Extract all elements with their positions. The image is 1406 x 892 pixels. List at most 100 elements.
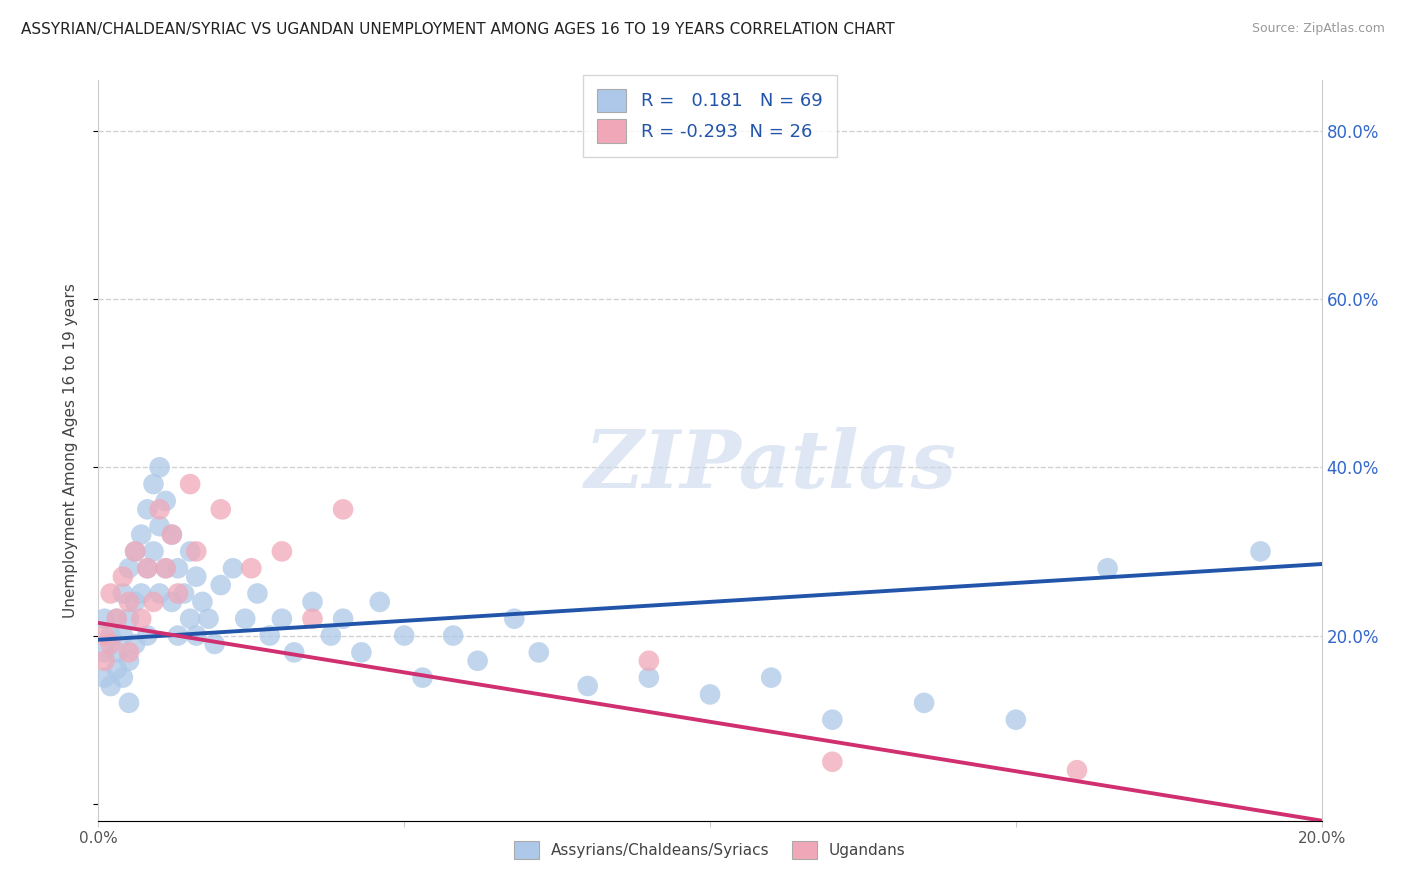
Point	[105, 645, 128, 659]
Point	[821, 713, 844, 727]
Text: Source: ZipAtlas.com: Source: ZipAtlas.com	[1251, 22, 1385, 36]
Point	[821, 755, 844, 769]
Point	[204, 637, 226, 651]
Point	[93, 645, 115, 659]
Point	[173, 586, 195, 600]
Point	[392, 628, 416, 642]
Point	[105, 662, 128, 676]
Point	[1249, 544, 1271, 558]
Point	[197, 612, 219, 626]
Point	[270, 612, 292, 626]
Point	[233, 612, 256, 626]
Point	[93, 654, 115, 668]
Point	[93, 671, 115, 685]
Point	[118, 654, 141, 668]
Point	[111, 569, 134, 583]
Point	[259, 628, 281, 642]
Point	[111, 628, 134, 642]
Point	[93, 628, 115, 642]
Text: ZIPatlas: ZIPatlas	[585, 426, 957, 504]
Legend: Assyrians/Chaldeans/Syriacs, Ugandans: Assyrians/Chaldeans/Syriacs, Ugandans	[508, 835, 912, 865]
Point	[699, 688, 721, 702]
Point	[100, 679, 122, 693]
Point	[124, 544, 146, 558]
Point	[105, 612, 128, 626]
Point	[136, 561, 159, 575]
Point	[142, 477, 165, 491]
Point	[759, 671, 782, 685]
Point	[186, 569, 208, 583]
Point	[118, 595, 141, 609]
Point	[186, 544, 208, 558]
Point	[283, 645, 305, 659]
Point	[129, 527, 152, 541]
Point	[179, 544, 201, 558]
Point	[576, 679, 599, 693]
Point	[167, 628, 190, 642]
Point	[527, 645, 550, 659]
Point	[637, 671, 661, 685]
Point	[350, 645, 373, 659]
Point	[368, 595, 391, 609]
Point	[142, 544, 165, 558]
Point	[149, 460, 172, 475]
Y-axis label: Unemployment Among Ages 16 to 19 years: Unemployment Among Ages 16 to 19 years	[63, 283, 77, 618]
Point	[105, 612, 128, 626]
Point	[136, 502, 159, 516]
Point	[93, 612, 115, 626]
Point	[160, 527, 183, 541]
Point	[240, 561, 263, 575]
Point	[270, 544, 292, 558]
Point	[142, 595, 165, 609]
Point	[124, 544, 146, 558]
Point	[467, 654, 489, 668]
Point	[1066, 763, 1088, 777]
Point	[209, 578, 232, 592]
Point	[246, 586, 269, 600]
Point	[441, 628, 464, 642]
Point	[332, 612, 354, 626]
Point	[186, 628, 208, 642]
Point	[1004, 713, 1026, 727]
Point	[118, 696, 141, 710]
Point	[111, 586, 134, 600]
Point	[301, 595, 323, 609]
Point	[118, 561, 141, 575]
Point	[319, 628, 342, 642]
Point	[160, 527, 183, 541]
Point	[136, 628, 159, 642]
Point	[129, 586, 152, 600]
Point	[111, 671, 134, 685]
Point	[155, 561, 177, 575]
Point	[503, 612, 526, 626]
Point	[167, 586, 190, 600]
Point	[412, 671, 434, 685]
Point	[124, 637, 146, 651]
Point	[118, 645, 141, 659]
Point	[912, 696, 935, 710]
Point	[155, 494, 177, 508]
Point	[149, 519, 172, 533]
Point	[118, 612, 141, 626]
Point	[1097, 561, 1119, 575]
Point	[209, 502, 232, 516]
Point	[179, 477, 201, 491]
Point	[149, 502, 172, 516]
Point	[160, 595, 183, 609]
Text: ASSYRIAN/CHALDEAN/SYRIAC VS UGANDAN UNEMPLOYMENT AMONG AGES 16 TO 19 YEARS CORRE: ASSYRIAN/CHALDEAN/SYRIAC VS UGANDAN UNEM…	[21, 22, 894, 37]
Point	[332, 502, 354, 516]
Point	[301, 612, 323, 626]
Point	[136, 561, 159, 575]
Point	[100, 628, 122, 642]
Point	[191, 595, 214, 609]
Point	[100, 637, 122, 651]
Point	[149, 586, 172, 600]
Point	[179, 612, 201, 626]
Point	[167, 561, 190, 575]
Point	[100, 586, 122, 600]
Point	[124, 595, 146, 609]
Point	[637, 654, 661, 668]
Point	[155, 561, 177, 575]
Point	[222, 561, 245, 575]
Point	[129, 612, 152, 626]
